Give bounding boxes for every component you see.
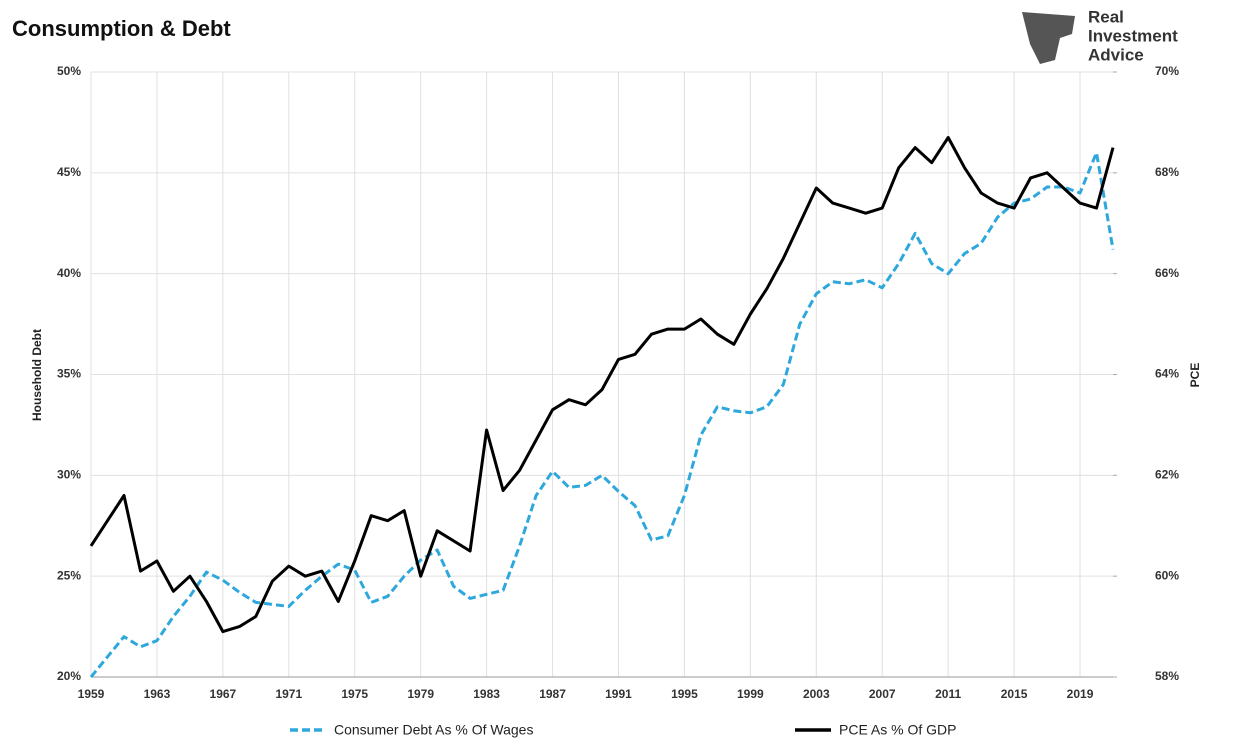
series-line [89,151,1115,678]
x-tick-label: 2011 [935,687,961,701]
y2-tick-label: 66% [1155,266,1179,280]
x-tick-label: 1995 [671,687,698,701]
x-tick-label: 1975 [341,687,368,701]
x-tick-label: 1979 [407,687,434,701]
x-tick-label: 2003 [803,687,830,701]
x-tick-label: 2015 [1001,687,1028,701]
x-tick-label: 1967 [210,687,237,701]
chart-title: Consumption & Debt [12,16,231,41]
y-tick-label: 45% [57,165,81,179]
x-tick-label: 1959 [78,687,105,701]
y2-axis-label: PCE [1188,363,1202,388]
y2-tick-label: 60% [1155,568,1179,582]
logo-text: Real [1088,7,1124,26]
y-axis-label: Household Debt [30,329,44,421]
logo-icon [1022,12,1075,64]
y2-tick-label: 68% [1155,165,1179,179]
y2-tick-label: 64% [1155,367,1179,381]
x-tick-label: 1971 [275,687,302,701]
y-tick-label: 40% [57,266,81,280]
x-tick-label: 1987 [539,687,566,701]
y-tick-label: 25% [57,568,81,582]
y2-tick-label: 62% [1155,468,1179,482]
legend-label: PCE As % Of GDP [839,722,956,738]
y2-tick-label: 58% [1155,669,1179,683]
x-tick-label: 1999 [737,687,764,701]
legend-label: Consumer Debt As % Of Wages [334,722,533,738]
x-tick-label: 1963 [144,687,171,701]
x-tick-label: 1991 [605,687,632,701]
x-tick-label: 1983 [473,687,500,701]
series-line [89,136,1115,634]
x-tick-label: 2019 [1067,687,1094,701]
logo: Real Investment Advice [1022,7,1178,64]
y-tick-label: 30% [57,468,81,482]
x-tick-label: 2007 [869,687,896,701]
logo-text: Advice [1088,45,1144,64]
logo-text: Investment [1088,26,1178,45]
y-tick-label: 50% [57,64,81,78]
y-tick-label: 35% [57,367,81,381]
y-tick-label: 20% [57,669,81,683]
y2-tick-label: 70% [1155,64,1179,78]
